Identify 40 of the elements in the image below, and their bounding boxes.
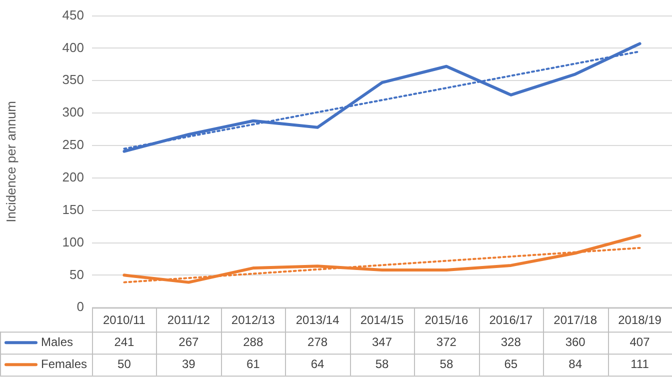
data-label: 347 (372, 334, 392, 349)
legend-label: Males (41, 334, 74, 349)
data-label: 328 (500, 334, 522, 349)
x-tick-label: 2016/17 (489, 313, 533, 328)
data-label: 64 (310, 356, 325, 371)
y-tick-label: 150 (62, 202, 84, 217)
data-label: 65 (504, 356, 518, 371)
x-tick-label: 2015/16 (424, 313, 468, 328)
data-label: 267 (178, 334, 199, 349)
x-tick-label: 2017/18 (554, 313, 598, 328)
x-tick-label: 2018/19 (618, 313, 662, 328)
data-label: 241 (114, 334, 135, 349)
y-tick-label: 400 (62, 40, 84, 55)
y-tick-label: 200 (62, 169, 84, 184)
x-tick-label: 2013/14 (296, 313, 340, 328)
y-axis-title: Incidence per annum (3, 100, 18, 222)
x-tick-label: 2012/13 (231, 313, 276, 328)
data-label: 407 (630, 334, 650, 349)
data-label: 58 (375, 356, 389, 371)
data-label: 84 (568, 356, 582, 371)
y-tick-label: 300 (62, 104, 84, 120)
y-tick-label: 450 (62, 7, 84, 22)
data-label: 50 (118, 356, 132, 371)
y-tick-label: 50 (70, 266, 84, 282)
x-tick-label: 2011/12 (167, 313, 210, 328)
y-tick-label: 350 (62, 72, 84, 88)
data-label: 58 (440, 356, 454, 371)
data-label: 372 (436, 334, 457, 349)
data-label: 278 (308, 334, 328, 349)
data-label: 61 (246, 356, 260, 371)
x-tick-label: 2010/11 (102, 313, 146, 328)
data-label: 111 (630, 356, 650, 371)
legend-label: Females (41, 356, 88, 371)
y-tick-label: 0 (76, 299, 84, 314)
data-label: 360 (565, 334, 586, 349)
y-tick-label: 250 (62, 137, 84, 152)
y-tick-label: 100 (62, 234, 84, 250)
x-tick-label: 2014/15 (360, 313, 404, 328)
data-label: 39 (182, 356, 196, 371)
data-label: 288 (243, 334, 264, 349)
